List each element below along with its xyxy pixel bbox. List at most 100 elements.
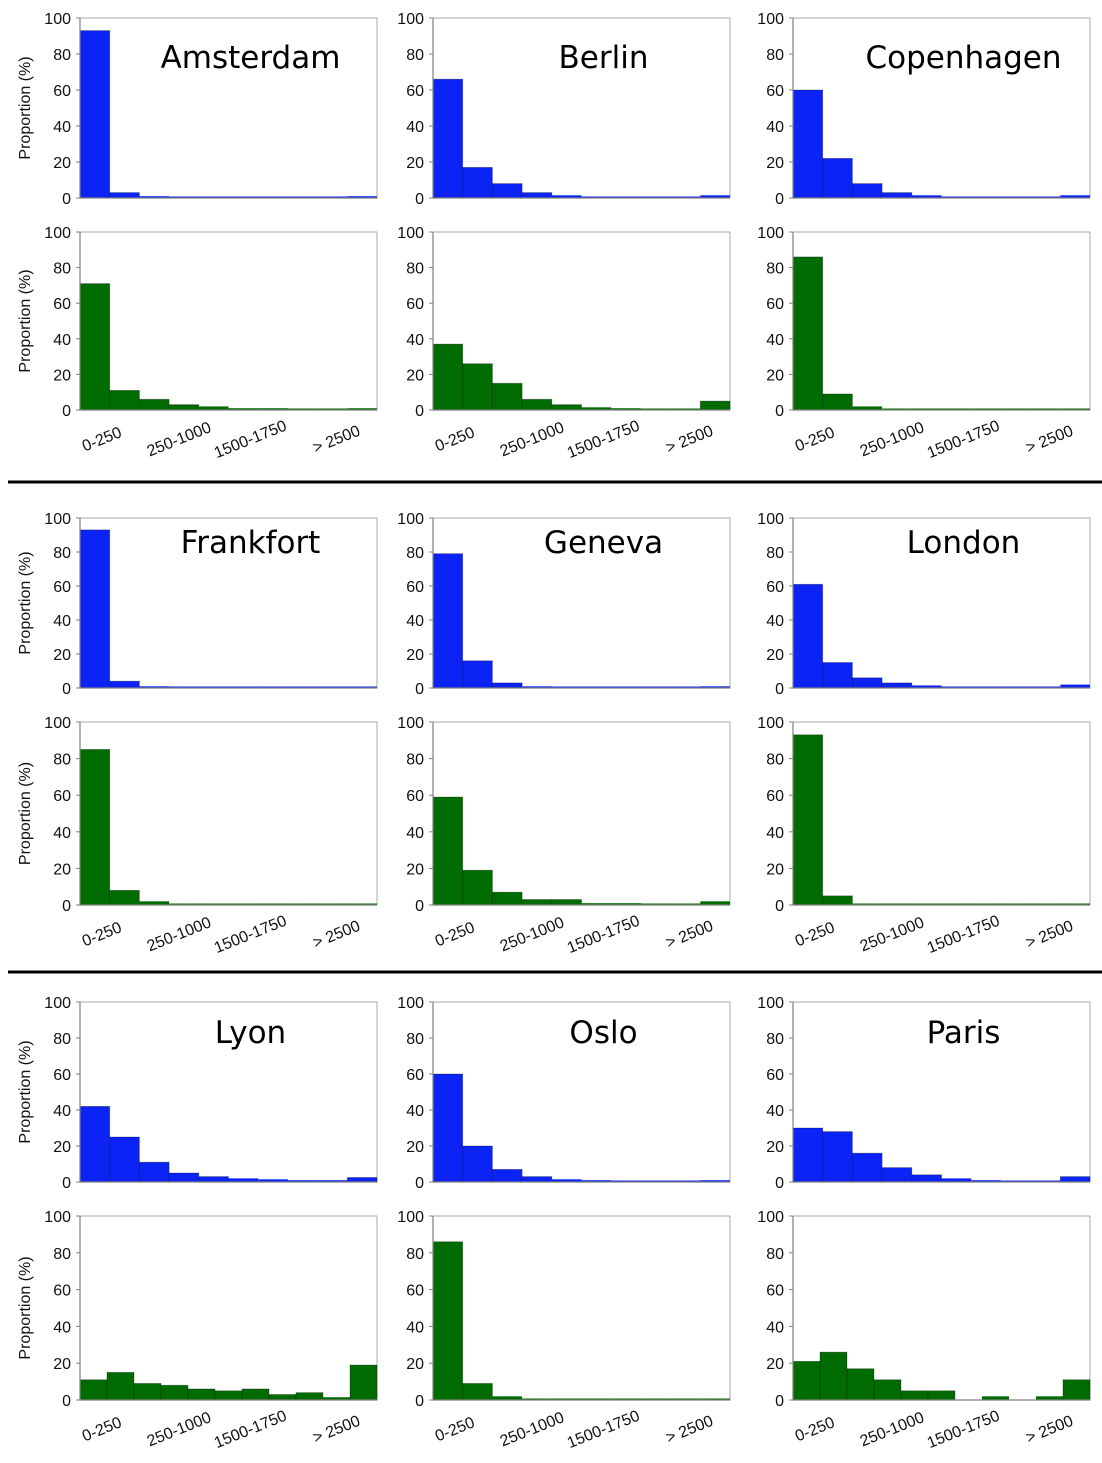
- histogram-bar: [581, 903, 612, 905]
- histogram-bar: [169, 196, 199, 198]
- city-title: Paris: [927, 1015, 1001, 1051]
- y-tick-label: 60: [53, 788, 71, 805]
- histogram-bar: [198, 686, 229, 688]
- histogram-bar: [258, 1179, 288, 1182]
- y-tick-label: 100: [397, 11, 424, 28]
- histogram-bar: [79, 749, 111, 906]
- histogram-bar: [640, 686, 671, 688]
- histogram-bar: [106, 1372, 135, 1401]
- histogram-bar: [1060, 195, 1090, 198]
- histogram-bar: [581, 407, 612, 410]
- city-title: Geneva: [544, 525, 663, 561]
- y-tick-label: 80: [766, 752, 784, 769]
- y-tick-label: 0: [415, 403, 424, 420]
- y-tick-label: 60: [53, 1283, 71, 1300]
- x-tick-label: > 2500: [664, 423, 716, 457]
- histogram-bar: [522, 686, 552, 688]
- y-tick-label: 0: [415, 898, 424, 915]
- panel-13: 100 80 60 40 20 0 Oslo: [397, 995, 731, 1192]
- y-tick-label: 80: [766, 1246, 784, 1263]
- histogram-bar: [462, 660, 493, 689]
- histogram-bar: [432, 796, 464, 906]
- panel-0: 100 80 60 40 20 0 Proportion (%) Amsterdam: [17, 11, 378, 208]
- y-tick-label: 0: [62, 898, 71, 915]
- histogram-bar: [432, 1241, 464, 1401]
- histogram-bar: [852, 406, 883, 410]
- y-tick-label: 80: [53, 261, 71, 278]
- x-tick-label: 0-250: [433, 919, 477, 950]
- y-tick-label: 100: [397, 995, 424, 1012]
- histogram-bar: [198, 1176, 229, 1183]
- y-tick-label: 40: [766, 1103, 784, 1120]
- y-tick-label: 40: [766, 825, 784, 842]
- x-tick-label: > 2500: [1024, 1413, 1076, 1447]
- histogram-bar: [1060, 684, 1090, 688]
- y-axis-label: Proportion (%): [17, 56, 34, 159]
- histogram-bar: [346, 1177, 378, 1183]
- histogram-bar: [139, 196, 170, 198]
- y-tick-label: 60: [766, 1067, 784, 1084]
- panel-8: 100 80 60 40 20 0 London: [757, 511, 1091, 698]
- y-tick-label: 20: [53, 1139, 71, 1156]
- histogram-bar: [160, 1384, 189, 1401]
- y-tick-label: 60: [766, 579, 784, 596]
- histogram-bar: [941, 903, 972, 905]
- y-tick-label: 60: [406, 296, 424, 313]
- y-tick-label: 60: [766, 788, 784, 805]
- y-tick-label: 100: [757, 1209, 784, 1226]
- histogram-bar: [670, 408, 701, 410]
- plot-frame: [792, 517, 1091, 689]
- histogram-bar: [79, 1379, 108, 1401]
- y-tick-label: 80: [406, 261, 424, 278]
- histogram-bar: [347, 196, 377, 198]
- histogram-bar: [551, 404, 582, 411]
- panel-14: 100 80 60 40 20 0 Paris: [757, 995, 1091, 1192]
- histogram-bar: [852, 183, 883, 199]
- histogram-bar: [287, 1180, 318, 1182]
- y-tick-label: 100: [757, 511, 784, 528]
- x-tick-label: 250-1000: [498, 914, 567, 955]
- y-tick-label: 60: [406, 1283, 424, 1300]
- x-tick-label: > 2500: [311, 918, 363, 952]
- x-tick-label: > 2500: [664, 1413, 716, 1447]
- y-tick-label: 0: [415, 681, 424, 698]
- histogram-bar: [852, 677, 883, 689]
- y-tick-label: 20: [406, 861, 424, 878]
- histogram-bar: [1000, 686, 1031, 688]
- histogram-bar: [1060, 903, 1090, 905]
- histogram-bar: [822, 393, 853, 411]
- x-tick-label: 1500-1750: [925, 1408, 1002, 1452]
- histogram-bar: [1060, 408, 1090, 410]
- histogram-bar: [700, 195, 730, 198]
- x-tick-label: 250-1000: [145, 914, 214, 955]
- y-tick-label: 80: [53, 1031, 71, 1048]
- y-tick-label: 80: [406, 47, 424, 64]
- histogram-bar: [317, 408, 348, 410]
- histogram-bar: [1000, 196, 1031, 198]
- histogram-bar: [882, 903, 912, 905]
- panel-7: 100 80 60 40 20 0 Geneva: [397, 511, 731, 698]
- histogram-bar: [317, 903, 348, 905]
- x-tick-label: 250-1000: [145, 419, 214, 460]
- city-title: Lyon: [215, 1015, 286, 1051]
- histogram-bar: [640, 196, 671, 198]
- histogram-bar: [317, 196, 348, 198]
- histogram-bar: [852, 903, 883, 905]
- histogram-bar: [611, 686, 641, 688]
- y-tick-label: 20: [53, 861, 71, 878]
- histogram-bar: [198, 406, 229, 410]
- histogram-bar: [699, 400, 731, 411]
- y-tick-label: 0: [775, 898, 784, 915]
- histogram-bar: [819, 1351, 848, 1401]
- y-axis-label: Proportion (%): [17, 269, 34, 372]
- histogram-bar: [317, 686, 348, 688]
- y-tick-label: 20: [406, 647, 424, 664]
- y-tick-label: 60: [53, 296, 71, 313]
- histogram-bar: [792, 1127, 824, 1183]
- histogram-bar: [109, 889, 140, 906]
- y-tick-label: 20: [766, 861, 784, 878]
- y-tick-label: 40: [406, 825, 424, 842]
- y-tick-label: 0: [62, 681, 71, 698]
- city-title: London: [907, 525, 1021, 561]
